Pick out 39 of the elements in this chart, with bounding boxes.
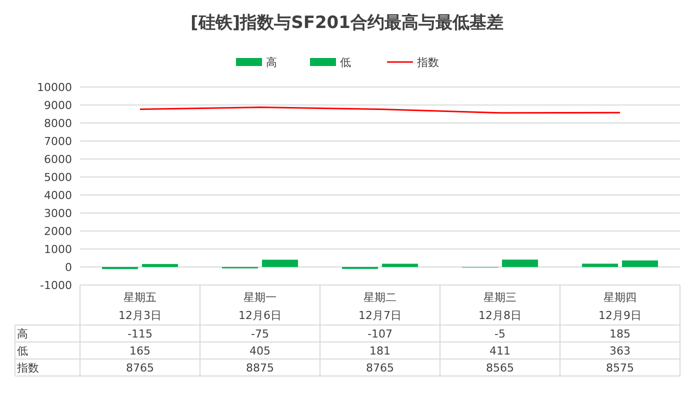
data-label: 181	[370, 344, 390, 358]
data-label: -107	[368, 328, 392, 340]
chart-title: [硅铁]指数与SF201合约最高与最低基差	[190, 13, 504, 33]
data-label: 405	[250, 344, 270, 358]
text: 低	[17, 344, 28, 358]
y-tick-label: 2000	[44, 225, 72, 238]
x-tick-label: 星期二 12月7日	[358, 291, 402, 322]
x-tick-label: 星期一 12月6日	[238, 291, 282, 322]
y-tick-label: 6000	[44, 153, 72, 166]
y-tick-label: -1000	[40, 279, 72, 292]
y-tick-label: 1000	[44, 243, 72, 256]
data-label: 363	[610, 344, 630, 358]
data-label: 8875	[246, 362, 274, 374]
data-label: -75	[251, 328, 269, 340]
data-label: -115	[128, 328, 152, 340]
y-tick-label: 7000	[44, 135, 72, 148]
text: 高	[17, 328, 28, 340]
y-tick-label: 8000	[44, 117, 72, 130]
legend-label: 指数	[416, 56, 439, 69]
y-tick-label: 0	[65, 261, 72, 274]
data-label: 8565	[486, 362, 514, 374]
legend-label: 高	[266, 56, 277, 69]
x-tick-label: 星期四 12月9日	[598, 291, 642, 322]
data-label: 185	[610, 328, 630, 340]
x-tick-label: 星期三 12月8日	[478, 291, 522, 322]
y-tick-label: 4000	[44, 189, 72, 202]
data-label: 8765	[126, 362, 154, 374]
data-label: 8765	[366, 362, 394, 374]
legend-label: 低	[340, 56, 351, 69]
data-label: -5	[494, 328, 506, 340]
y-tick-label: 9000	[44, 99, 72, 112]
y-tick-label: 10000	[37, 81, 72, 94]
x-tick-label: 星期五 12月3日	[118, 291, 162, 322]
text: 指数	[17, 362, 39, 374]
y-tick-label: 5000	[44, 171, 72, 184]
data-label: 8575	[606, 362, 634, 374]
y-tick-label: 3000	[44, 207, 72, 220]
data-label: 411	[490, 344, 510, 358]
data-label: 165	[130, 344, 150, 358]
